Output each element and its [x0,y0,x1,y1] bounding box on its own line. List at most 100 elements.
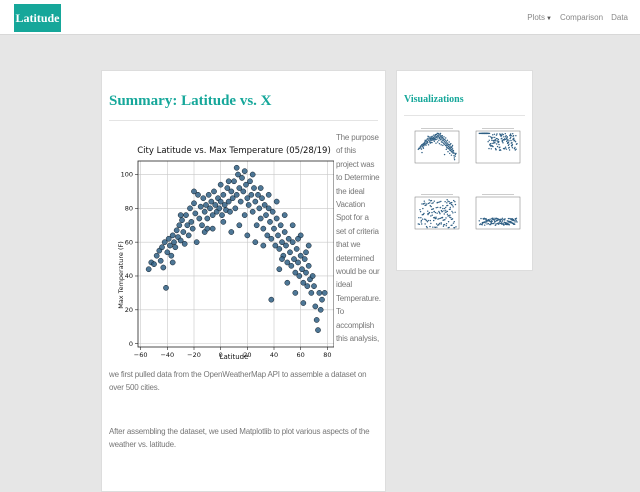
chart-point [292,290,299,296]
chart-point [244,195,251,202]
chart-point [187,205,193,212]
chart-xlabel: Latitude [220,353,249,361]
chart-point [217,198,224,205]
chart-point [208,198,215,205]
chart-title: City Latitude vs. Max Temperature (05/28… [137,146,331,156]
chart-point [285,235,292,242]
side-paragraph: The purpose of this project was to Deter… [336,133,381,344]
chart-point [176,222,183,229]
y-tick-label: 40 [125,272,133,280]
chart-point [268,296,275,303]
chart-point [281,229,288,235]
scatter-chart: City Latitude vs. Max Temperature (05/28… [110,143,334,365]
x-tick-label: −40 [160,351,174,359]
chart-point [319,296,325,303]
chart-point [247,178,253,185]
chart-point [248,191,255,198]
chart-point [263,212,269,218]
chart-point [197,203,204,210]
chart-point [260,225,267,232]
chart-grid [138,161,334,347]
chart-point [244,232,251,239]
chart-point [265,191,272,198]
thumbnail-latitude-vs-wind-speed[interactable] [472,193,522,233]
chart-point [228,188,235,195]
chart-point [253,222,260,229]
chart-point [279,239,285,246]
chart-point [237,198,244,205]
chart-point [225,198,232,205]
x-tick-label: 60 [297,351,305,359]
chart-point [291,256,297,262]
nav-plots-dropdown[interactable]: Plots▼ [527,13,552,22]
x-tick-label: 40 [270,351,278,359]
page-title: Summary: Latitude vs. X [109,93,272,109]
chart-point [295,259,301,266]
chart-point [287,249,293,256]
chart-point [172,244,179,251]
thumbnail-latitude-vs-humidity[interactable] [472,127,522,167]
chart-point [309,273,316,279]
chart-point [211,188,217,195]
chart-point [145,266,152,273]
chart-point [256,205,263,212]
chart-point [229,195,236,202]
chart-point [220,191,227,198]
chart-point [257,215,264,222]
chevron-down-icon: ▼ [546,16,552,22]
chart-point [233,164,240,171]
chart-point [276,266,283,273]
x-tick-label: 20 [243,351,251,359]
chart-point [316,290,323,296]
chart-point [308,290,315,296]
chart-point [268,235,275,242]
y-tick-label: 20 [125,306,133,314]
chart-point [196,215,203,222]
chart-point [224,185,231,191]
chart-point [160,264,167,271]
chart-point [288,262,295,269]
chart-point [241,212,248,218]
thumbnail-latitude-vs-max-temperature[interactable] [411,127,461,167]
chart-point [165,235,172,242]
chart-point [281,212,288,218]
chart-point [321,290,328,296]
chart-point [212,202,219,208]
chart-point [191,200,197,207]
chart-point [231,178,237,185]
nav-data-link[interactable]: Data [611,13,628,22]
x-tick-label: −60 [134,351,148,359]
chart-point [311,283,317,289]
chart-point [200,195,207,202]
chart-point [269,208,276,215]
chart-point [164,249,171,256]
chart-point [171,239,177,246]
brand-logo[interactable]: Latitude [14,4,61,32]
chart-point [265,205,272,212]
chart-point [232,205,239,212]
chart-point [207,205,213,212]
chart-point [240,188,247,195]
nav-links: Plots▼ Comparison Data [527,13,628,22]
chart-point [261,202,268,208]
chart-point [249,208,256,215]
chart-point [195,191,201,198]
chart-point [199,222,205,229]
chart-point [313,317,320,323]
chart-point [239,175,245,181]
chart-point [296,273,303,279]
chart-point [179,217,185,224]
chart-point [283,242,289,249]
chart-point [173,227,180,234]
thumbnail-latitude-vs-cloudiness[interactable] [411,193,461,233]
chart-point [180,229,187,235]
chart-point [203,202,209,208]
chart-point [177,237,184,244]
chart-point [236,185,243,191]
chart-point [267,219,273,225]
navbar: Latitude Plots▼ Comparison Data [0,0,640,35]
chart-point [209,225,216,232]
chart-point [273,198,280,205]
nav-comparison-link[interactable]: Comparison [559,13,604,22]
chart-point [177,212,184,218]
